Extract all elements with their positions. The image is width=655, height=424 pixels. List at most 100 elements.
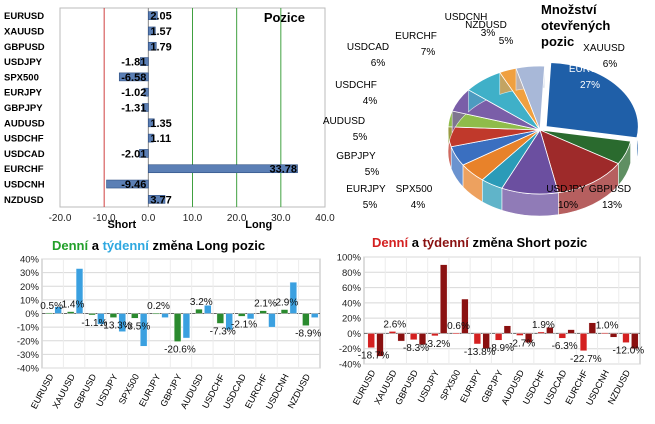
value-label: -3.5% <box>124 321 150 332</box>
value-label: 33.78 <box>270 164 298 176</box>
pie-slice-pct: 7% <box>421 47 436 58</box>
value-label: 2.1% <box>254 299 277 310</box>
pie-slice-pct: 6% <box>371 58 386 69</box>
value-label: 1.79 <box>150 41 171 53</box>
bar <box>106 179 149 189</box>
pie-title-line: Množství <box>541 2 597 17</box>
y-tick-label: -40% <box>17 364 40 375</box>
value-label: 2.9% <box>275 298 298 309</box>
bar <box>622 333 630 343</box>
bar <box>148 164 298 174</box>
value-label: -3.2% <box>424 339 450 350</box>
bar <box>142 103 149 112</box>
category-label: GBPUSD <box>4 42 45 53</box>
pie-slice-pct: 27% <box>580 80 600 91</box>
bar <box>148 195 166 204</box>
chart-title-part: Denní <box>52 238 89 253</box>
value-label: 1.11 <box>150 133 171 145</box>
bar <box>431 333 439 337</box>
bar <box>88 313 96 316</box>
bar <box>131 313 139 319</box>
bar <box>161 313 169 318</box>
y-tick-label: -20% <box>17 336 40 347</box>
y-tick-label: 40% <box>342 298 362 309</box>
pie-slice-label: USDCHF <box>335 80 377 91</box>
value-label: 1.4% <box>62 300 85 311</box>
category-label: USDCNH <box>4 180 45 191</box>
value-label: -2.01 <box>121 148 146 160</box>
pie-slice-label: XAUUSD <box>583 43 625 54</box>
chart-title: Denní a týdenní změna Short pozic <box>372 235 587 250</box>
bar <box>195 308 203 314</box>
plot-area <box>363 256 641 365</box>
y-tick-label: 0% <box>25 309 39 320</box>
chart-title-part: a <box>88 238 102 253</box>
pie-slice-pct: 3% <box>481 28 496 39</box>
bar <box>45 312 53 315</box>
short-annotation: Short <box>107 219 136 231</box>
positions-bar-chart: -20.0 -10.0 0.0 10.0 20.0 30.0 40.0 Pozice Short… <box>4 7 335 231</box>
x-tick-label: 10.0 <box>183 213 203 224</box>
value-label: 0.5% <box>40 301 63 312</box>
bar <box>118 313 126 332</box>
value-label: 3.77 <box>150 194 171 206</box>
bar <box>567 329 575 334</box>
category-label: GBPJPY <box>4 103 43 114</box>
value-label: -8.3% <box>403 343 429 354</box>
value-label: -2.7% <box>509 338 535 349</box>
bar <box>148 41 157 51</box>
bar <box>148 118 155 128</box>
value-label: -1.81 <box>121 57 146 69</box>
bar <box>558 333 566 339</box>
pie-slice-pct: 6% <box>603 59 618 70</box>
bar <box>259 310 267 314</box>
bar <box>148 26 156 36</box>
pie-slice-label: SPX500 <box>396 184 433 195</box>
bar <box>280 309 289 314</box>
pie-slice-label: AUDUSD <box>323 116 365 127</box>
chart-title: Pozice <box>264 10 305 25</box>
pie-slice-pct: 4% <box>411 200 426 211</box>
y-tick-label: -30% <box>17 350 40 361</box>
value-label: -13.8% <box>464 347 496 358</box>
x-tick-label: -10.0 <box>93 213 116 224</box>
y-tick-label: -40% <box>339 360 362 371</box>
bar <box>388 331 397 334</box>
category-label: AUDUSD <box>4 118 45 129</box>
bar <box>579 333 588 351</box>
bar <box>268 313 276 328</box>
bar <box>246 313 255 320</box>
chart-title-part: týdenní <box>423 235 470 250</box>
bar <box>204 305 212 314</box>
value-label: 0.2% <box>147 301 170 312</box>
bar <box>143 87 149 97</box>
bar <box>225 313 233 331</box>
pie-slice-pct: 5% <box>499 36 514 47</box>
pie-slice-label: EURUSD <box>569 64 611 75</box>
value-label: 0.6% <box>447 321 470 332</box>
category-label: SPX500 <box>4 72 39 83</box>
bar <box>376 333 384 357</box>
y-tick-label: 20% <box>342 314 362 325</box>
value-label: -22.7% <box>570 354 602 365</box>
value-label: -6.3% <box>552 341 578 352</box>
x-tick-label: 0.0 <box>141 213 155 224</box>
category-label: USDCHF <box>4 134 44 145</box>
chart-title: Denní a týdenní změna Long pozic <box>52 238 265 253</box>
pie-title-line: otevřených <box>541 18 610 33</box>
value-label: 1.0% <box>596 321 619 332</box>
category-label: XAUUSD <box>4 26 44 37</box>
bar <box>452 332 460 335</box>
bar <box>173 313 182 342</box>
x-tick-label: 20.0 <box>227 213 247 224</box>
y-tick-label: -10% <box>17 323 40 334</box>
y-tick-label: 0% <box>347 329 361 340</box>
chart-title-part: a <box>408 235 422 250</box>
bar <box>631 333 639 349</box>
value-label: -8.9% <box>295 329 321 340</box>
x-tick-label: 40.0 <box>315 213 335 224</box>
bar <box>216 313 224 324</box>
bar <box>54 306 62 314</box>
